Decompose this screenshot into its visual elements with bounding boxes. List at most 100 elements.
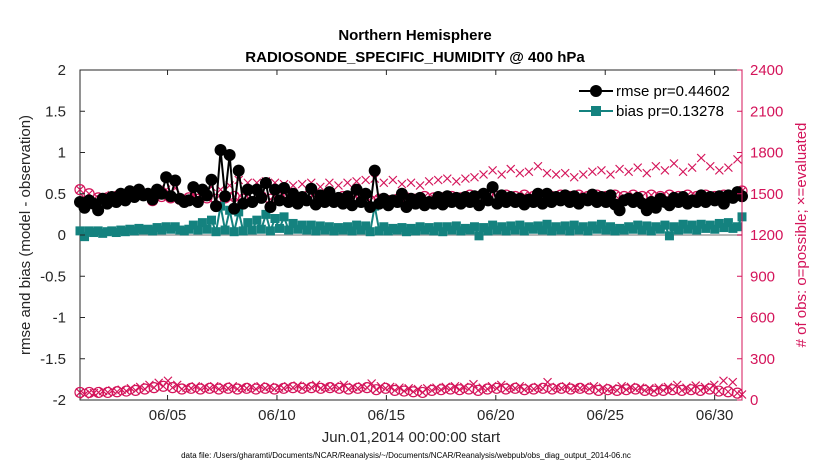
obs-evaluated-marker bbox=[578, 170, 588, 179]
obs-evaluated-marker bbox=[533, 161, 543, 171]
bias-point bbox=[560, 221, 570, 231]
obs-cross-b bbox=[415, 181, 425, 190]
bias-point bbox=[556, 225, 566, 235]
rmse-point bbox=[300, 194, 313, 207]
obs-evaluated-marker bbox=[307, 383, 316, 393]
bias-point bbox=[252, 215, 262, 225]
obs-cross-b bbox=[732, 388, 742, 398]
obs-evaluated-marker bbox=[469, 379, 478, 389]
obs-evaluated-marker bbox=[279, 383, 289, 393]
bias-point bbox=[469, 222, 479, 232]
obs-evaluated-marker bbox=[557, 383, 566, 393]
obs-evaluated-marker bbox=[415, 181, 425, 190]
obs-evaluated-marker bbox=[723, 163, 733, 173]
obs-cross-b bbox=[723, 163, 733, 173]
bias-point bbox=[175, 225, 185, 235]
obs-cross-b bbox=[640, 385, 650, 395]
rmse-point bbox=[536, 197, 549, 210]
obs-cross-b bbox=[168, 383, 178, 393]
rmse-point bbox=[228, 202, 241, 215]
bias-point bbox=[129, 226, 139, 236]
bias-point bbox=[247, 225, 257, 235]
obs-evaluated-marker bbox=[397, 179, 407, 189]
bias-point bbox=[311, 226, 321, 236]
obs-evaluated-marker bbox=[288, 383, 298, 393]
rmse-point bbox=[268, 183, 281, 196]
bias-point bbox=[633, 220, 643, 230]
rmse-point bbox=[223, 148, 236, 161]
bias-point bbox=[152, 223, 162, 233]
obs-possible-marker bbox=[176, 383, 188, 395]
obs-possible-marker bbox=[639, 384, 651, 396]
obs-cross-b bbox=[669, 159, 679, 168]
bias-point bbox=[578, 222, 588, 232]
obs-cross-b bbox=[112, 387, 122, 397]
bias-point bbox=[683, 224, 693, 234]
obs-cross-b bbox=[510, 383, 520, 393]
rmse-point bbox=[473, 199, 486, 212]
rmse-point bbox=[323, 186, 336, 199]
rmse-point bbox=[368, 164, 381, 177]
obs-evaluated-marker bbox=[488, 165, 498, 175]
obs-cross-b bbox=[482, 384, 492, 394]
obs-cross-b bbox=[515, 381, 525, 391]
rmse-point bbox=[160, 171, 173, 184]
obs-evaluated-marker bbox=[311, 380, 321, 390]
bias-point bbox=[674, 225, 684, 235]
obs-cross-b bbox=[131, 385, 140, 395]
bias-point bbox=[157, 225, 167, 235]
obs-evaluated-marker bbox=[714, 165, 724, 175]
bias-point bbox=[383, 226, 393, 236]
bias-point bbox=[696, 219, 706, 229]
obs-evaluated-marker bbox=[669, 159, 679, 168]
obs-evaluated-marker bbox=[371, 385, 381, 395]
obs-cross-b bbox=[297, 383, 307, 393]
obs-cross-b bbox=[75, 388, 85, 397]
obs-cross-b bbox=[121, 386, 131, 396]
obs-possible-marker bbox=[657, 384, 669, 396]
obs-possible-marker bbox=[250, 383, 262, 395]
obs-possible-marker bbox=[74, 184, 86, 196]
bias-point bbox=[392, 225, 402, 235]
obs-possible-marker bbox=[204, 382, 216, 394]
obs-cross-b bbox=[589, 381, 599, 391]
obs-evaluated-marker bbox=[515, 381, 525, 391]
obs-possible-marker bbox=[648, 385, 660, 397]
bias-point bbox=[329, 226, 339, 236]
right-y-tick-label: 300 bbox=[750, 351, 775, 368]
obs-evaluated-marker bbox=[615, 164, 624, 174]
obs-cross-b bbox=[515, 168, 525, 178]
left-y-tick-label: 0.5 bbox=[45, 186, 66, 203]
rmse-point bbox=[259, 177, 272, 190]
obs-cross-b bbox=[538, 383, 548, 393]
obs-evaluated-marker bbox=[395, 383, 404, 393]
obs-cross-b bbox=[279, 383, 289, 393]
obs-evaluated-marker bbox=[186, 383, 196, 393]
obs-cross-b bbox=[339, 380, 349, 390]
obs-possible-marker bbox=[315, 382, 327, 394]
obs-cross-b bbox=[367, 379, 377, 388]
bias-point bbox=[474, 231, 484, 241]
bias-point bbox=[660, 220, 670, 230]
legend-rmse-label: rmse pr=0.44602 bbox=[616, 83, 730, 100]
obs-cross-b bbox=[395, 383, 404, 393]
right-y-axis-label: # of obs: o=possible; ×=evaluated bbox=[793, 123, 810, 348]
bias-point bbox=[569, 220, 579, 230]
obs-cross-b bbox=[450, 381, 460, 391]
bias-point bbox=[161, 222, 171, 232]
obs-cross-b bbox=[315, 182, 325, 192]
obs-cross-b bbox=[557, 383, 566, 393]
x-tick-label: 06/30 bbox=[696, 407, 734, 424]
bias-point bbox=[537, 225, 547, 235]
obs-cross-b bbox=[642, 168, 652, 178]
bias-point bbox=[728, 223, 738, 233]
obs-cross-b bbox=[311, 380, 321, 390]
bias-point bbox=[492, 225, 502, 235]
bias-point bbox=[628, 224, 638, 234]
rmse-point bbox=[237, 197, 250, 210]
bias-point bbox=[442, 222, 452, 232]
bias-point bbox=[352, 220, 362, 230]
obs-evaluated-marker bbox=[413, 384, 423, 394]
rmse-point bbox=[318, 196, 331, 208]
obs-evaluated-marker bbox=[649, 386, 659, 396]
